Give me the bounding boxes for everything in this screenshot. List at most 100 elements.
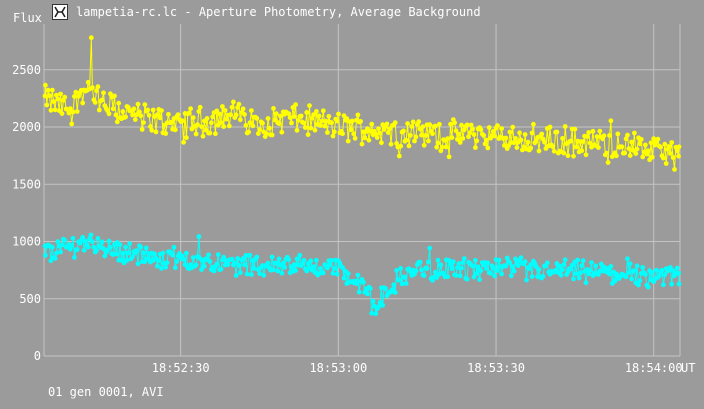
data-point bbox=[460, 260, 466, 265]
data-point bbox=[376, 304, 381, 310]
data-point bbox=[325, 265, 330, 271]
data-point bbox=[598, 261, 604, 267]
data-point bbox=[344, 116, 350, 122]
data-point bbox=[448, 121, 453, 127]
data-point bbox=[580, 139, 586, 145]
data-point bbox=[214, 108, 220, 114]
data-point bbox=[127, 241, 133, 247]
data-point bbox=[236, 262, 242, 268]
status-footer: 01 gen 0001, AVI bbox=[48, 385, 164, 399]
data-point bbox=[170, 252, 176, 258]
data-point bbox=[291, 262, 297, 267]
data-point bbox=[323, 118, 329, 124]
data-point bbox=[573, 144, 579, 150]
data-point bbox=[261, 272, 267, 278]
data-point bbox=[571, 153, 576, 159]
data-point bbox=[336, 111, 341, 117]
data-point bbox=[457, 140, 463, 145]
data-point bbox=[186, 110, 192, 116]
data-point bbox=[464, 122, 470, 128]
data-point bbox=[594, 134, 600, 140]
data-point bbox=[547, 124, 553, 130]
data-point bbox=[108, 244, 113, 250]
data-point bbox=[449, 266, 455, 272]
data-point bbox=[413, 268, 419, 274]
data-point bbox=[637, 278, 643, 284]
data-point bbox=[59, 242, 65, 248]
data-point bbox=[461, 256, 467, 261]
data-point bbox=[467, 130, 473, 136]
data-point bbox=[614, 153, 619, 159]
data-point bbox=[615, 131, 621, 137]
data-point bbox=[416, 119, 422, 125]
data-point bbox=[291, 114, 297, 119]
data-point bbox=[486, 125, 492, 130]
data-point bbox=[421, 273, 427, 278]
data-point bbox=[485, 145, 491, 151]
y-axis-ticks: 0 500 1000 1500 2000 2500 bbox=[12, 63, 41, 363]
data-point bbox=[367, 128, 373, 134]
data-point bbox=[229, 104, 235, 110]
data-point bbox=[511, 268, 517, 274]
data-point bbox=[453, 273, 459, 278]
data-point bbox=[152, 251, 158, 257]
data-point bbox=[438, 262, 444, 268]
data-point bbox=[403, 137, 409, 143]
data-point bbox=[412, 138, 417, 144]
data-point bbox=[182, 262, 188, 268]
data-point bbox=[608, 118, 614, 124]
data-point bbox=[228, 112, 234, 118]
data-point bbox=[318, 266, 323, 271]
data-point bbox=[62, 237, 68, 243]
data-point bbox=[254, 116, 260, 121]
data-point bbox=[99, 97, 105, 103]
data-point bbox=[222, 108, 228, 113]
data-point bbox=[514, 145, 520, 151]
data-point bbox=[638, 137, 644, 142]
data-point bbox=[95, 84, 101, 90]
data-point bbox=[279, 270, 285, 276]
data-point bbox=[576, 275, 582, 281]
data-point bbox=[432, 269, 438, 275]
data-point bbox=[275, 268, 281, 274]
data-point bbox=[575, 257, 581, 263]
y-tick-label: 0 bbox=[34, 349, 41, 363]
data-point bbox=[251, 266, 257, 271]
data-point bbox=[583, 280, 589, 286]
data-point bbox=[608, 264, 614, 269]
data-point bbox=[419, 132, 424, 138]
data-point bbox=[670, 155, 676, 160]
data-point bbox=[484, 266, 489, 271]
data-point bbox=[663, 161, 669, 166]
data-point bbox=[586, 130, 592, 135]
data-point bbox=[456, 131, 462, 137]
data-point bbox=[233, 112, 239, 118]
data-point bbox=[445, 274, 451, 280]
data-point bbox=[557, 263, 563, 269]
data-point bbox=[302, 125, 308, 130]
data-point bbox=[622, 150, 628, 156]
data-point bbox=[470, 126, 475, 132]
data-point bbox=[508, 273, 514, 279]
data-point bbox=[529, 130, 535, 136]
data-point bbox=[148, 124, 153, 129]
data-point bbox=[528, 145, 534, 151]
data-point bbox=[528, 262, 534, 267]
data-point bbox=[247, 120, 253, 126]
data-point bbox=[264, 131, 269, 137]
data-point bbox=[301, 257, 307, 263]
data-point bbox=[421, 142, 427, 148]
grid-lines bbox=[43, 24, 681, 357]
data-point bbox=[544, 260, 550, 266]
data-point bbox=[654, 267, 659, 273]
data-point bbox=[325, 130, 330, 135]
data-point bbox=[525, 139, 531, 145]
data-point bbox=[218, 120, 224, 125]
data-point bbox=[330, 270, 336, 276]
data-point bbox=[597, 128, 603, 134]
data-point bbox=[87, 236, 92, 242]
x-axis-ticks: 18:52:30 18:53:00 18:53:30 18:54:00 bbox=[152, 361, 683, 375]
y-tick-label: 2000 bbox=[12, 120, 41, 134]
data-point bbox=[358, 119, 363, 124]
data-point bbox=[112, 93, 117, 99]
